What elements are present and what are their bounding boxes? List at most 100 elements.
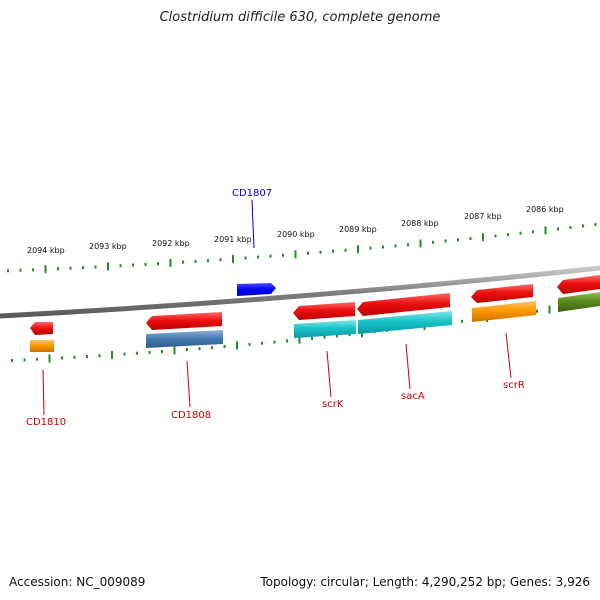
minor-scale-tick: [261, 341, 263, 345]
minor-scale-tick: [536, 309, 538, 313]
minor-scale-tick: [444, 239, 447, 243]
minor-scale-tick: [57, 267, 59, 271]
gene-cd1807[interactable]: [237, 283, 276, 296]
minor-scale-tick: [136, 351, 138, 355]
minor-scale-tick: [282, 253, 284, 257]
minor-scale-tick: [569, 226, 572, 229]
minor-scale-tick: [132, 263, 134, 267]
minor-scale-tick: [198, 347, 201, 351]
minor-scale-tick: [94, 265, 97, 269]
genome-summary-text: Topology: circular; Length: 4,290,252 bp…: [260, 575, 590, 589]
scale-label-2088: 2088 kbp: [401, 219, 439, 228]
major-scale-tick: [548, 305, 551, 314]
minor-scale-tick: [311, 336, 313, 340]
gene-scrr-product[interactable]: [472, 301, 536, 322]
scale-label-2094: 2094 kbp: [27, 246, 65, 255]
scale-label-2089: 2089 kbp: [339, 225, 377, 234]
minor-scale-tick: [557, 227, 559, 231]
minor-scale-tick: [82, 266, 84, 270]
minor-scale-tick: [23, 358, 26, 362]
minor-scale-tick: [594, 223, 597, 226]
gene-cd1810-leader: [42, 369, 45, 416]
minor-scale-tick: [269, 254, 272, 258]
minor-scale-tick: [61, 356, 63, 360]
minor-scale-tick: [457, 238, 459, 242]
gene-cd1810-product[interactable]: [30, 340, 54, 352]
gene-saca-leader: [405, 343, 411, 390]
gene-label-cd1807[interactable]: CD1807: [232, 188, 272, 199]
gene-label-cd1810[interactable]: CD1810: [26, 417, 66, 428]
forward-scale-track: [7, 223, 597, 274]
gene-next[interactable]: [557, 275, 600, 294]
minor-scale-tick: [469, 237, 472, 240]
minor-scale-tick: [323, 335, 326, 339]
minor-scale-tick: [194, 259, 197, 263]
minor-scale-tick: [161, 350, 163, 353]
major-scale-tick: [298, 335, 301, 344]
minor-scale-tick: [182, 260, 184, 264]
minor-scale-tick: [123, 352, 126, 356]
major-scale-tick: [111, 350, 113, 359]
minor-scale-tick: [36, 357, 38, 361]
gene-cd1810[interactable]: [30, 322, 53, 335]
gene-label-scrr[interactable]: scrR: [503, 380, 525, 391]
minor-scale-tick: [223, 345, 226, 348]
major-scale-tick: [48, 354, 51, 363]
scale-label-2091: 2091 kbp: [214, 235, 252, 244]
major-scale-tick: [44, 265, 47, 274]
gene-label-scrk[interactable]: scrK: [322, 399, 344, 410]
minor-scale-tick: [432, 240, 434, 244]
minor-scale-tick: [348, 333, 351, 336]
minor-scale-tick: [332, 249, 334, 253]
gene-cd1808-leader: [186, 360, 191, 408]
scale-label-2093: 2093 kbp: [89, 242, 127, 251]
minor-scale-tick: [507, 233, 509, 237]
gene-next-product[interactable]: [558, 292, 600, 312]
minor-scale-tick: [519, 231, 522, 235]
minor-scale-tick: [461, 319, 463, 323]
major-scale-tick: [419, 239, 422, 248]
minor-scale-tick: [307, 251, 309, 255]
scale-labels: 2094 kbp 2093 kbp 2092 kbp 2091 kbp 2090…: [27, 205, 564, 255]
gene-scrr-leader: [505, 332, 512, 379]
gene-saca-product[interactable]: [358, 311, 452, 334]
minor-scale-tick: [244, 256, 247, 260]
genome-backbone: [0, 265, 600, 319]
gene-saca[interactable]: [357, 293, 450, 316]
scale-label-2090: 2090 kbp: [277, 230, 315, 239]
gene-label-saca[interactable]: sacA: [401, 391, 425, 402]
minor-scale-tick: [186, 348, 188, 352]
minor-scale-tick: [582, 224, 584, 228]
gene-scrr[interactable]: [471, 284, 533, 303]
gene-label-cd1808[interactable]: CD1808: [171, 410, 211, 421]
minor-scale-tick: [207, 259, 209, 263]
gene-scrk[interactable]: [293, 302, 355, 320]
major-scale-tick: [482, 233, 484, 242]
major-scale-tick: [294, 250, 297, 259]
minor-scale-tick: [7, 269, 9, 273]
major-scale-tick: [169, 258, 172, 267]
gene-scrk-product[interactable]: [294, 320, 356, 338]
minor-scale-tick: [394, 244, 397, 248]
major-scale-tick: [107, 262, 109, 271]
minor-scale-tick: [532, 230, 534, 234]
major-scale-tick: [173, 346, 176, 355]
minor-scale-tick: [98, 354, 101, 358]
major-scale-tick: [357, 245, 359, 254]
scale-label-2092: 2092 kbp: [152, 239, 190, 248]
map-title: Clostridium difficile 630, complete geno…: [159, 10, 441, 25]
minor-scale-tick: [86, 355, 88, 358]
minor-scale-tick: [69, 266, 72, 270]
gene-cd1808-product[interactable]: [146, 330, 223, 348]
major-scale-tick: [232, 254, 234, 263]
gene-cd1808[interactable]: [146, 312, 222, 330]
minor-scale-tick: [319, 250, 322, 254]
gene-cd1807-leader: [251, 199, 255, 249]
major-scale-tick: [544, 226, 547, 235]
gene-scrk-leader: [326, 350, 332, 398]
minor-scale-tick: [144, 262, 147, 266]
minor-scale-tick: [219, 258, 222, 262]
minor-scale-tick: [344, 248, 347, 252]
